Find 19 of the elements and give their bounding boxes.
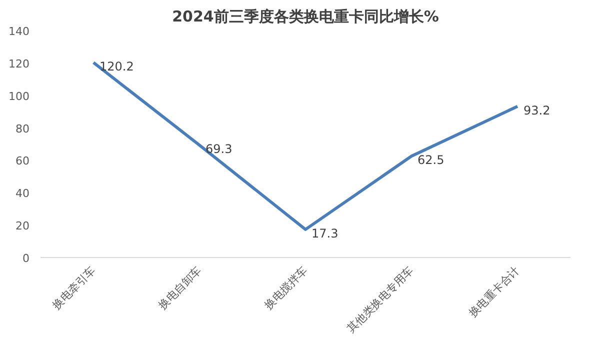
y-tick-label: 100 bbox=[8, 90, 30, 103]
y-tick-label: 40 bbox=[16, 187, 30, 200]
x-tick-label: 换电搅拌车 bbox=[262, 264, 310, 312]
chart-title: 2024前三季度各类换电重卡同比增长% bbox=[172, 8, 439, 26]
y-tick-label: 20 bbox=[16, 220, 30, 233]
data-label: 62.5 bbox=[418, 153, 444, 168]
x-tick-label: 换电重卡合计 bbox=[466, 264, 522, 320]
data-label: 93.2 bbox=[524, 103, 550, 118]
y-tick-label: 140 bbox=[8, 25, 30, 38]
x-tick-label: 换电牵引车 bbox=[50, 264, 98, 312]
y-tick-label: 0 bbox=[22, 252, 30, 265]
data-label: 17.3 bbox=[312, 226, 338, 240]
data-label: 69.3 bbox=[206, 142, 232, 156]
x-tick-label: 换电自卸车 bbox=[156, 264, 204, 312]
y-tick-label: 120 bbox=[8, 57, 30, 70]
y-tick-label: 80 bbox=[16, 122, 30, 136]
data-label: 120.2 bbox=[100, 60, 134, 74]
x-tick-label: 其他类换电专用车 bbox=[344, 264, 416, 336]
y-tick-label: 60 bbox=[16, 154, 30, 168]
